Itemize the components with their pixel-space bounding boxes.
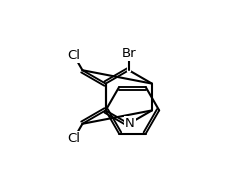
Text: Cl: Cl [67,132,80,145]
Text: Br: Br [122,47,136,60]
Text: Cl: Cl [67,49,80,62]
Text: N: N [125,117,135,130]
